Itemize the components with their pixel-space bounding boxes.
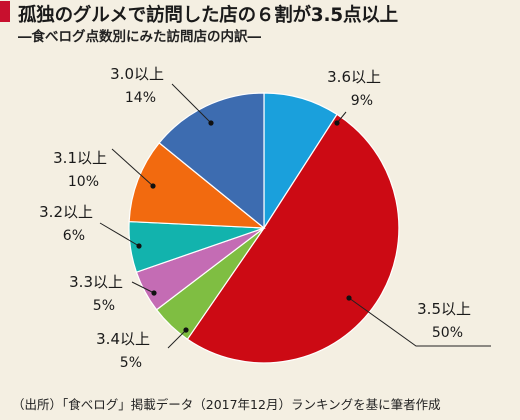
slice-label-3.5以上: 3.5以上: [417, 300, 471, 318]
leader-dot-3.3以上: [151, 290, 157, 296]
leader-line-3.3以上: [131, 281, 155, 294]
chart-title: 孤独のグルメで訪問した店の６割が3.5点以上: [18, 5, 398, 26]
leader-dot-3.1以上: [150, 183, 156, 189]
source-note: （出所）「食べログ」掲載データ（2017年12月）ランキングを基に筆者作成: [12, 397, 441, 412]
slice-label-3.4以上: 3.4以上: [96, 330, 150, 348]
leader-line-3.5以上: [348, 297, 491, 347]
leader-lines: [99, 83, 491, 349]
slice-value-3.4以上: 5%: [120, 355, 142, 371]
leader-dot-3.4以上: [183, 327, 189, 333]
slice-label-3.0以上: 3.0以上: [110, 65, 164, 83]
title-marker: [0, 1, 10, 22]
slice-labels: 3.6以上 9% 3.5以上 50% 3.4以上 5% 3.3以上 5% 3.2以上 6% 3.1以…: [39, 65, 471, 371]
title-bar: 孤独のグルメで訪問した店の６割が3.5点以上: [0, 0, 520, 26]
leader-line-3.2以上: [99, 222, 140, 247]
slice-value-3.2以上: 6%: [63, 228, 85, 244]
leader-dot-3.0以上: [208, 120, 214, 126]
slice-label-3.3以上: 3.3以上: [69, 273, 123, 291]
pie-slice-3.5以上: [186, 113, 400, 364]
leader-line-3.1以上: [111, 148, 154, 187]
pie-slices: [128, 92, 400, 364]
slice-value-3.6以上: 9%: [351, 93, 373, 109]
slice-value-3.3以上: 5%: [93, 298, 115, 314]
leader-dot-3.5以上: [346, 295, 352, 301]
slice-label-3.1以上: 3.1以上: [53, 149, 107, 167]
leader-line-3.0以上: [171, 83, 212, 124]
slice-value-3.5以上: 50%: [432, 325, 463, 341]
slice-label-3.2以上: 3.2以上: [39, 203, 93, 221]
slice-label-3.6以上: 3.6以上: [327, 68, 381, 86]
slice-value-3.1以上: 10%: [68, 174, 99, 190]
leader-dot-3.2以上: [136, 243, 142, 249]
pie-slice-3.1以上: [128, 142, 266, 229]
slice-value-3.0以上: 14%: [125, 90, 156, 106]
leader-line-3.4以上: [167, 329, 187, 349]
pie-slice-3.0以上: [158, 92, 265, 230]
leader-dot-3.6以上: [334, 120, 340, 126]
chart-subtitle: ―食べログ点数別にみた訪問店の内訳―: [18, 29, 261, 45]
